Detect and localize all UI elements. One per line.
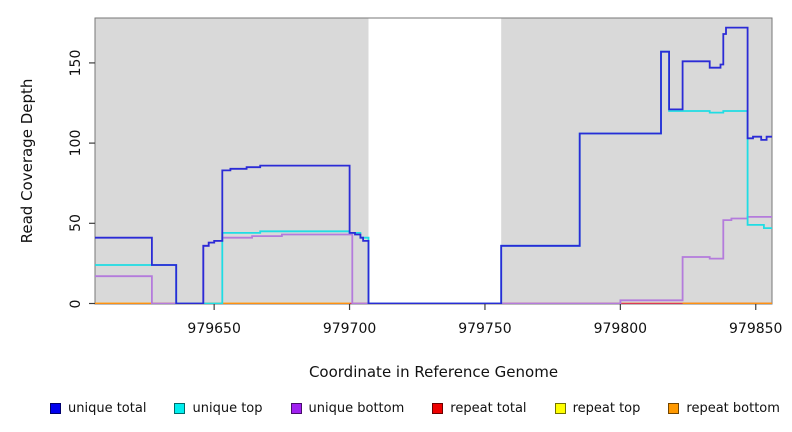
y-tick-label: 0 bbox=[68, 299, 84, 308]
legend-swatch-icon bbox=[432, 402, 444, 414]
legend-item: repeat top bbox=[554, 400, 641, 416]
y-tick-label: 50 bbox=[68, 214, 84, 233]
legend-swatch-icon bbox=[50, 402, 61, 414]
legend-swatch-icon bbox=[554, 402, 566, 414]
x-tick-label: 979800 bbox=[593, 321, 648, 337]
x-tick-label: 979700 bbox=[322, 321, 377, 337]
y-axis-title: Read Coverage Depth bbox=[18, 78, 36, 244]
legend-label: unique total bbox=[68, 400, 147, 416]
coverage-gap-band bbox=[368, 18, 502, 303]
legend-swatch-icon bbox=[290, 402, 302, 414]
legend: unique total unique top unique bottom repea… bbox=[50, 399, 780, 417]
x-axis-title: Coordinate in Reference Genome bbox=[308, 363, 559, 381]
legend-label: repeat bottom bbox=[686, 400, 780, 416]
x-tick-label: 979650 bbox=[187, 321, 241, 337]
legend-item: unique bottom bbox=[290, 400, 405, 416]
legend-label: repeat top bbox=[572, 400, 641, 416]
legend-item: unique total bbox=[50, 401, 146, 416]
legend-item: repeat bottom bbox=[668, 401, 780, 416]
legend-label: unique bottom bbox=[308, 400, 405, 416]
x-tick-label: 979750 bbox=[458, 321, 512, 337]
legend-label: repeat total bbox=[450, 400, 527, 416]
legend-item: repeat total bbox=[432, 400, 527, 416]
legend-swatch-icon bbox=[174, 402, 186, 414]
legend-item: unique top bbox=[174, 400, 263, 416]
y-tick-label: 100 bbox=[68, 129, 84, 157]
series-line-unique-total bbox=[95, 26, 772, 304]
y-tick-label: 150 bbox=[68, 49, 84, 77]
x-tick-label: 979850 bbox=[729, 321, 783, 337]
legend-swatch-icon bbox=[668, 402, 680, 414]
legend-label: unique top bbox=[192, 400, 263, 416]
